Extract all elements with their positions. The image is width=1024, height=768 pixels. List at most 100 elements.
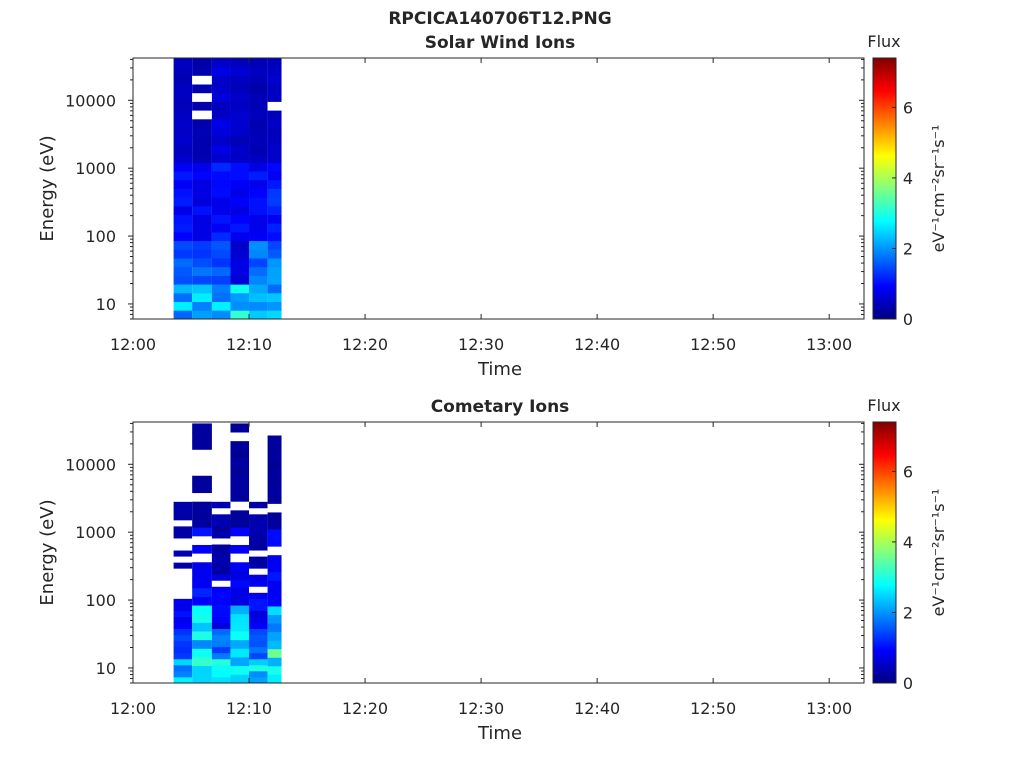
heatmap-cell	[267, 537, 282, 547]
heatmap-cell	[192, 458, 212, 468]
heatmap-cell	[267, 520, 282, 530]
heatmap-cell	[192, 605, 212, 615]
heatmap-cell	[249, 532, 268, 539]
heatmap-cell	[211, 622, 231, 630]
heatmap-cell	[192, 136, 212, 146]
heatmap-cell	[249, 214, 268, 224]
heatmap-cell	[192, 561, 212, 571]
heatmap-cell	[192, 423, 212, 433]
heatmap-cell	[192, 440, 212, 450]
heatmap-cell	[249, 275, 268, 285]
heatmap-cell	[192, 310, 212, 320]
heatmap-cell	[230, 214, 250, 224]
heatmap-cell	[230, 639, 250, 649]
heatmap-cell	[267, 460, 282, 470]
heatmap-cell	[211, 301, 231, 311]
heatmap-cell	[249, 616, 268, 624]
heatmap-cell	[173, 513, 193, 521]
heatmap-cell	[173, 205, 193, 215]
heatmap-cell	[230, 153, 250, 163]
heatmap-cell	[230, 66, 250, 76]
heatmap-cell	[249, 610, 268, 617]
heatmap-cell	[211, 310, 231, 320]
heatmap-cell	[230, 518, 250, 528]
y-tick-label: 100	[85, 591, 116, 610]
heatmap-cell	[192, 118, 212, 128]
heatmap-cell	[192, 197, 212, 207]
heatmap-cell	[192, 153, 212, 163]
heatmap-cell	[267, 214, 282, 224]
heatmap-cell	[211, 628, 231, 636]
heatmap-cell	[249, 171, 268, 181]
heatmap-cell	[230, 613, 250, 623]
heatmap-cell	[249, 568, 268, 575]
colorbar-tick-label: 4	[903, 533, 913, 552]
x-tick-label: 12:20	[342, 699, 388, 718]
heatmap-cell	[267, 512, 282, 521]
heatmap-cell	[267, 588, 282, 598]
heatmap-cell	[211, 197, 231, 207]
heatmap-cell	[173, 92, 193, 102]
heatmap-cell	[173, 604, 193, 611]
heatmap-cell	[192, 75, 212, 85]
heatmap-cell	[173, 580, 193, 587]
heatmap-cell	[192, 66, 212, 76]
heatmap-cell	[230, 136, 250, 146]
heatmap-cell	[230, 205, 250, 215]
heatmap-cell	[173, 598, 193, 605]
heatmap-cell	[249, 640, 268, 648]
heatmap-cell	[230, 162, 250, 172]
heatmap-cell	[249, 153, 268, 163]
heatmap-cell	[211, 634, 231, 642]
heatmap-cell	[267, 92, 282, 102]
heatmap-cell	[211, 652, 231, 660]
heatmap-cell	[230, 84, 250, 94]
heatmap-cell	[249, 249, 268, 259]
heatmap-cell	[192, 613, 212, 623]
colorbar-title: Flux	[867, 396, 900, 415]
heatmap-cell	[211, 84, 231, 94]
heatmap-cell	[249, 507, 268, 515]
heatmap-cell	[230, 92, 250, 102]
heatmap-cell	[211, 240, 231, 250]
heatmap-cell	[211, 532, 231, 539]
heatmap-cell	[211, 544, 231, 551]
heatmap-cell	[267, 486, 282, 496]
heatmap-cell	[267, 452, 282, 462]
heatmap-cell	[173, 640, 193, 648]
heatmap-cell	[211, 664, 231, 672]
heatmap-cell	[249, 110, 268, 120]
heatmap-cell	[249, 658, 268, 666]
heatmap-cell	[173, 275, 193, 285]
heatmap-cell	[267, 529, 282, 539]
heatmap-cell	[192, 535, 212, 545]
heatmap-cell	[192, 92, 212, 102]
heatmap-cell	[173, 292, 193, 302]
heatmap-cell	[173, 249, 193, 259]
heatmap-cell	[230, 110, 250, 120]
heatmap-cell	[267, 136, 282, 146]
heatmap-cell	[211, 205, 231, 215]
heatmap-cell	[211, 232, 231, 242]
heatmap-cell	[211, 171, 231, 181]
heatmap-cell	[211, 501, 231, 509]
heatmap-cell	[230, 249, 250, 259]
heatmap-cell	[192, 223, 212, 233]
heatmap-cell	[249, 84, 268, 94]
heatmap-cell	[211, 66, 231, 76]
colorbar-label: eV⁻¹cm⁻²sr⁻¹s⁻¹	[929, 125, 948, 253]
heatmap-cell	[267, 597, 282, 607]
heatmap-cell	[230, 58, 250, 68]
x-tick-label: 12:40	[574, 335, 620, 354]
x-tick-label: 12:30	[458, 699, 504, 718]
heatmap-cell	[230, 657, 250, 667]
heatmap-cell	[192, 570, 212, 580]
heatmap-cell	[173, 232, 193, 242]
heatmap-cell	[211, 568, 231, 575]
heatmap-cell	[267, 580, 282, 590]
heatmap-cell	[192, 553, 212, 563]
heatmap-cell	[267, 469, 282, 479]
heatmap-cell	[230, 570, 250, 580]
heatmap-cell	[267, 179, 282, 189]
heatmap-cell	[230, 75, 250, 85]
